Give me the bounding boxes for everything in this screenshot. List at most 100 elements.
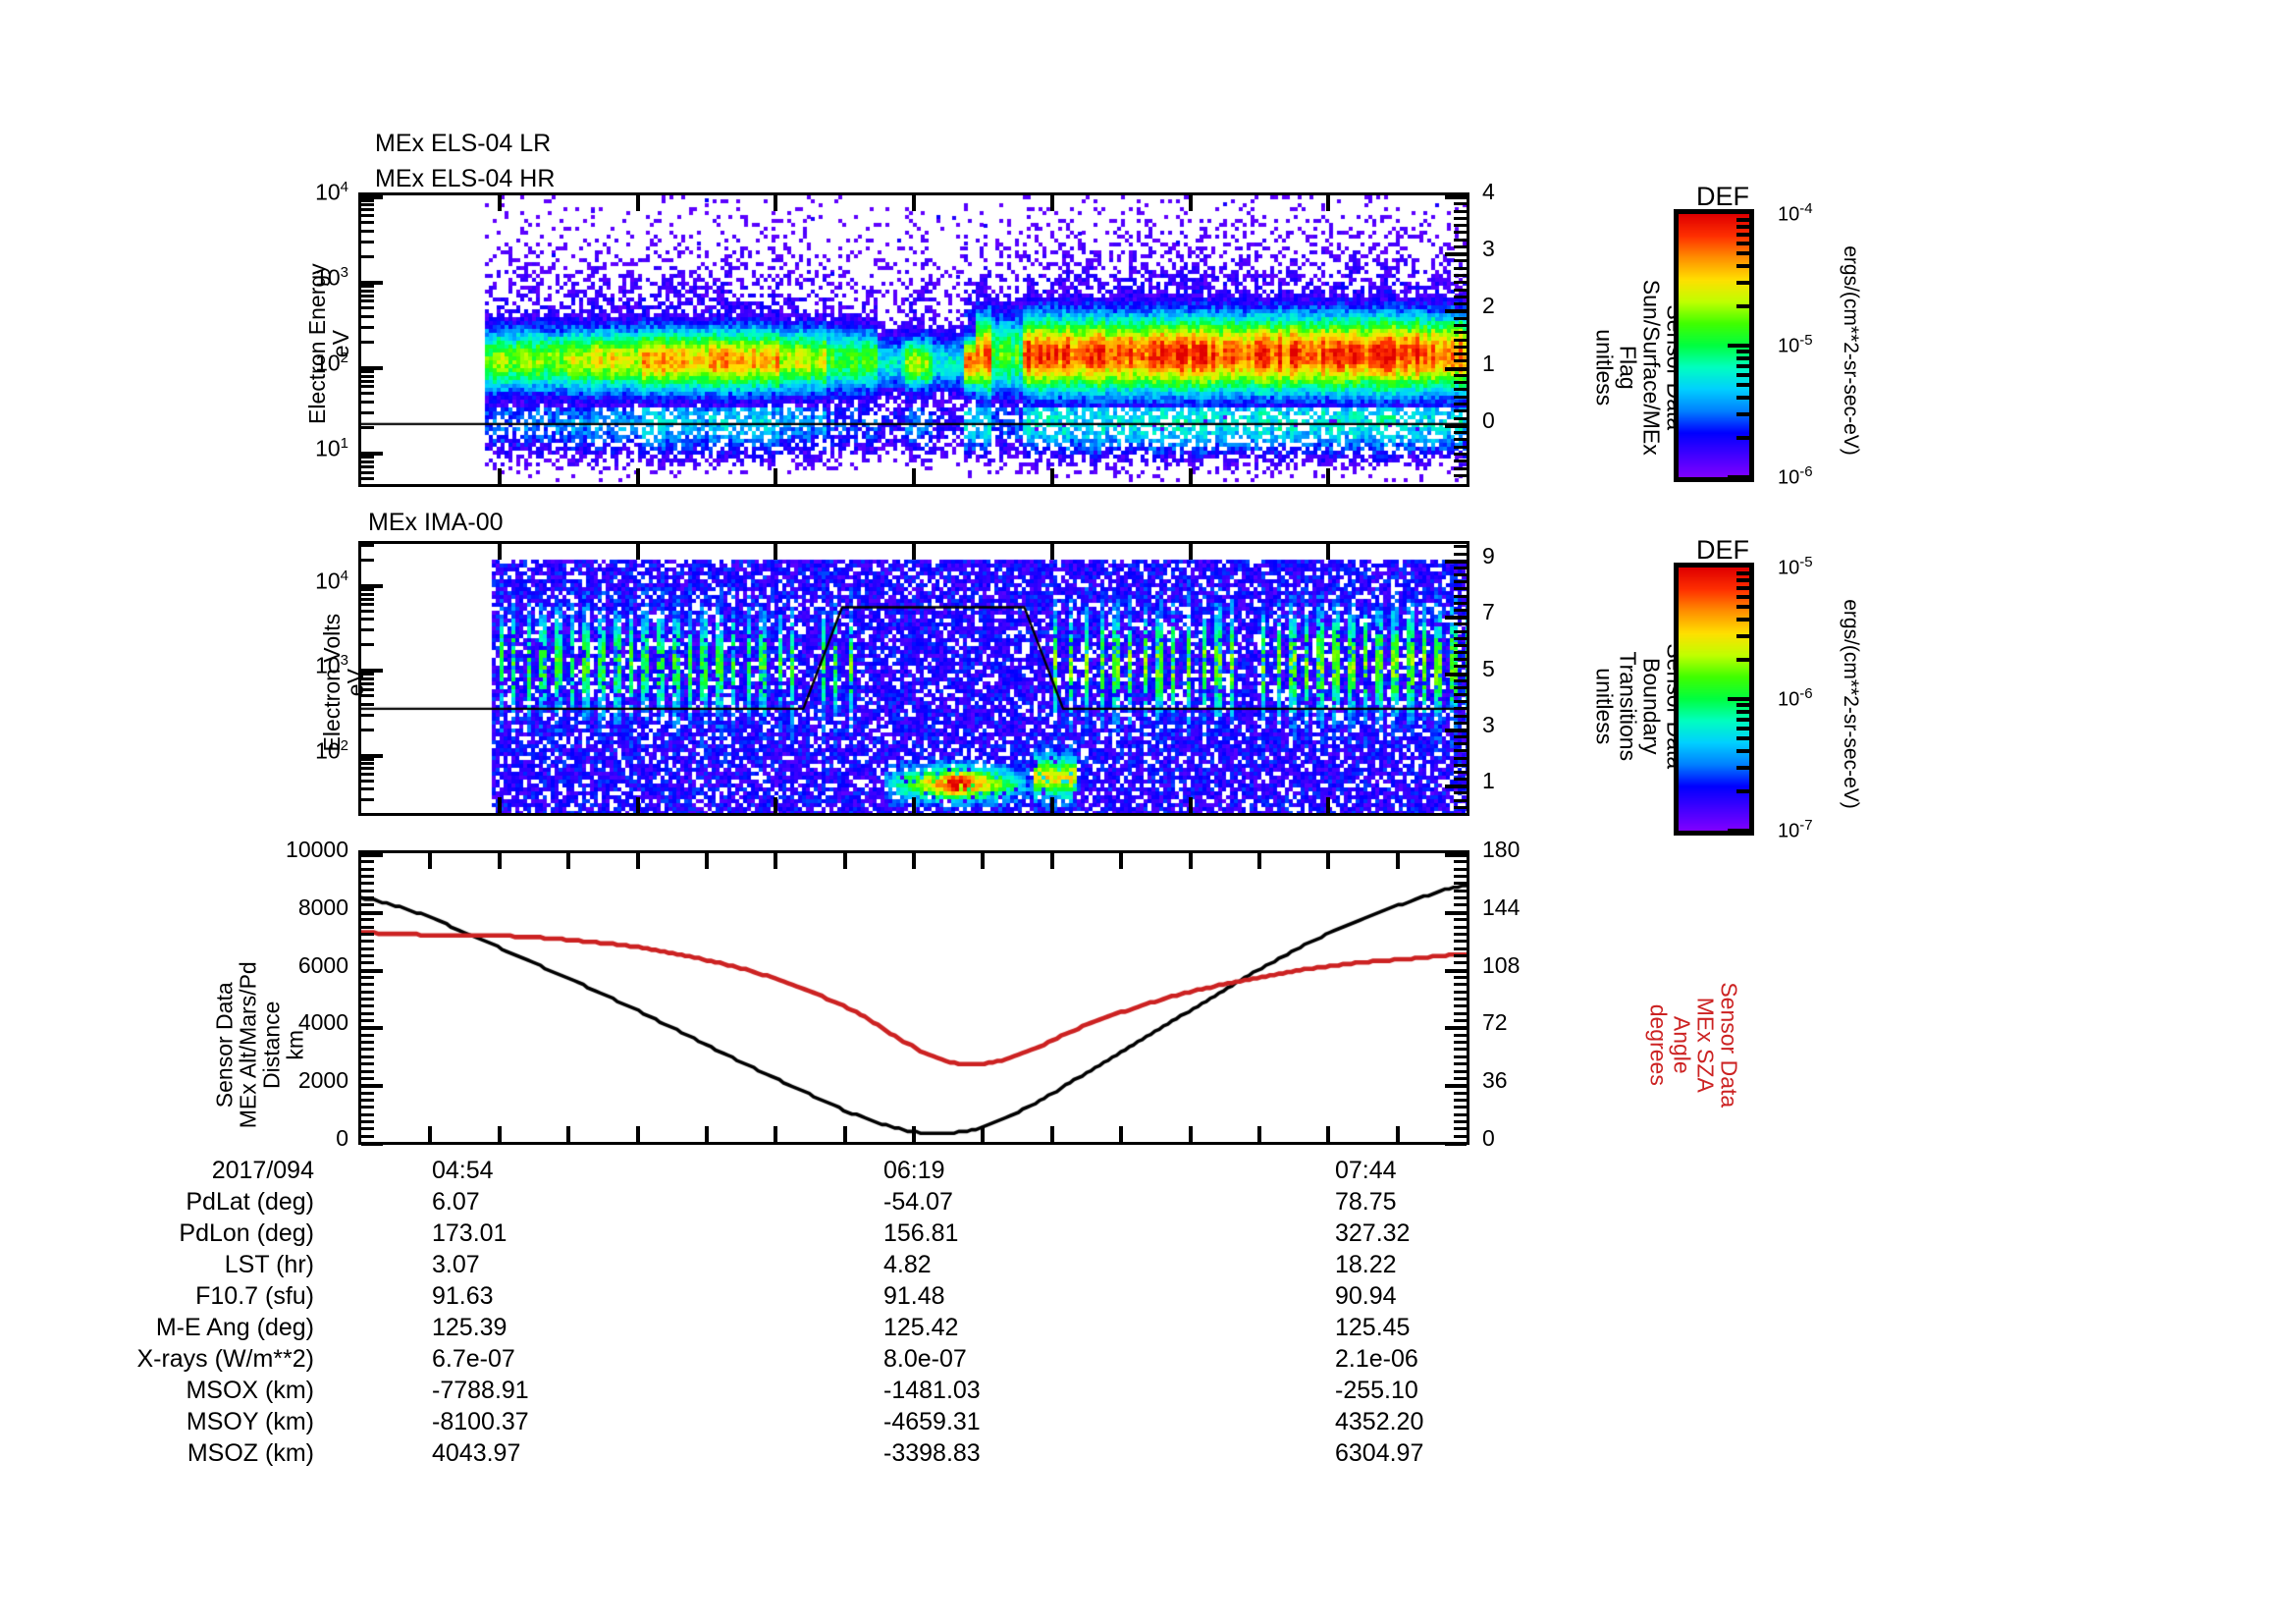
axis-tick <box>1736 703 1749 708</box>
axis-tick <box>1445 1142 1467 1146</box>
axis-tick <box>1454 1048 1467 1052</box>
axis-tick <box>361 195 383 199</box>
axis-tick <box>1445 309 1467 314</box>
axis-tick <box>1326 544 1331 560</box>
axis-tick <box>1454 231 1467 235</box>
colorbar-tick-label: 10-7 <box>1778 817 1813 842</box>
axis-tick <box>774 544 778 560</box>
axis-tick <box>361 559 374 563</box>
axis-tick <box>912 544 916 560</box>
axis-tick <box>1736 709 1749 714</box>
axis-tick <box>1454 580 1467 584</box>
axis-tick <box>1445 616 1467 621</box>
y-tick-label-ima-right: 3 <box>1482 711 1495 737</box>
axis-tick <box>1736 251 1749 256</box>
axis-tick <box>1454 1055 1467 1058</box>
panel-ima-title: MEx IMA-00 <box>368 509 504 536</box>
axis-tick <box>361 314 374 318</box>
axis-tick <box>361 477 374 481</box>
axis-tick <box>1454 622 1467 626</box>
axis-tick <box>774 1126 778 1142</box>
axis-tick <box>1736 350 1749 354</box>
axis-tick <box>361 456 374 460</box>
axis-tick <box>1454 903 1467 907</box>
axis-tick <box>1454 1112 1467 1116</box>
y-tick-label-ima-right: 7 <box>1482 599 1495 625</box>
table-cell: 125.39 <box>432 1314 507 1341</box>
axis-tick <box>361 813 374 816</box>
axis-tick <box>361 762 374 766</box>
axis-tick <box>1454 259 1467 263</box>
axis-tick <box>1454 1119 1467 1123</box>
axis-tick <box>912 195 916 211</box>
y-tick-label-els-right: 0 <box>1482 406 1495 433</box>
axis-tick <box>1454 323 1467 327</box>
axis-tick <box>1445 1084 1467 1089</box>
axis-tick <box>361 214 374 218</box>
axis-tick <box>912 468 916 484</box>
axis-tick <box>361 875 374 879</box>
axis-tick <box>1736 372 1749 377</box>
axis-tick <box>361 932 374 936</box>
y-tick-label-sza: 0 <box>1482 1125 1495 1151</box>
axis-tick <box>361 299 374 303</box>
y-tick-label-alt: 0 <box>336 1125 348 1151</box>
axis-tick <box>1454 202 1467 206</box>
axis-tick <box>1454 359 1467 363</box>
axis-tick <box>1454 573 1467 577</box>
axis-tick <box>1736 571 1749 576</box>
panel-els-spectrogram <box>358 192 1469 487</box>
axis-tick <box>361 968 383 973</box>
axis-tick <box>774 797 778 813</box>
axis-tick <box>912 1126 916 1142</box>
axis-tick <box>361 1019 374 1023</box>
y-tick-label-els: 103 <box>315 264 348 291</box>
axis-tick <box>1454 665 1467 669</box>
axis-tick <box>361 882 374 886</box>
table-cell: 173.01 <box>432 1219 507 1247</box>
table-row: LST (hr) 3.07 4.82 18.22 <box>0 1251 1571 1282</box>
axis-tick <box>361 1004 374 1008</box>
axis-tick <box>1736 435 1749 440</box>
axis-tick <box>1454 331 1467 335</box>
axis-tick <box>1454 756 1467 760</box>
table-cell: 6.07 <box>432 1188 480 1216</box>
axis-tick <box>361 597 374 601</box>
axis-tick <box>635 853 640 869</box>
panel-ima-right-label: Sensor Data Boundary Transitions unitles… <box>1590 643 1688 770</box>
axis-tick <box>1188 468 1193 484</box>
table-cell: -7788.91 <box>432 1377 529 1404</box>
axis-tick <box>1454 651 1467 655</box>
axis-tick <box>912 797 916 813</box>
axis-tick <box>1395 853 1400 869</box>
axis-tick <box>361 953 374 957</box>
axis-tick <box>1454 466 1467 470</box>
table-cell: 125.42 <box>883 1314 959 1341</box>
axis-tick <box>1445 366 1467 371</box>
colorbar-tick-label: 10-5 <box>1778 332 1813 357</box>
y-tick-label-ima: 102 <box>315 736 348 764</box>
axis-tick <box>361 918 374 922</box>
axis-tick <box>774 195 778 211</box>
axis-tick <box>981 853 986 869</box>
axis-tick <box>361 366 383 371</box>
y-tick-label-els: 102 <box>315 350 348 376</box>
axis-tick <box>1454 998 1467 1001</box>
axis-tick <box>361 460 374 463</box>
axis-tick <box>361 1076 374 1080</box>
axis-tick <box>1454 345 1467 349</box>
axis-tick <box>1049 544 1054 560</box>
axis-tick <box>1119 853 1124 869</box>
axis-tick <box>635 797 640 813</box>
axis-tick <box>1454 770 1467 774</box>
axis-tick <box>1736 218 1749 223</box>
axis-tick <box>1454 896 1467 900</box>
colorbar-2-unit: ergs/(cm**2-sr-sec-eV) <box>1840 599 1862 809</box>
axis-tick <box>1736 766 1749 771</box>
axis-tick <box>1454 975 1467 979</box>
axis-tick <box>1454 445 1467 449</box>
axis-tick <box>1454 932 1467 936</box>
axis-tick <box>361 425 374 429</box>
axis-tick <box>1188 1126 1193 1142</box>
table-cell: -1481.03 <box>883 1377 981 1404</box>
